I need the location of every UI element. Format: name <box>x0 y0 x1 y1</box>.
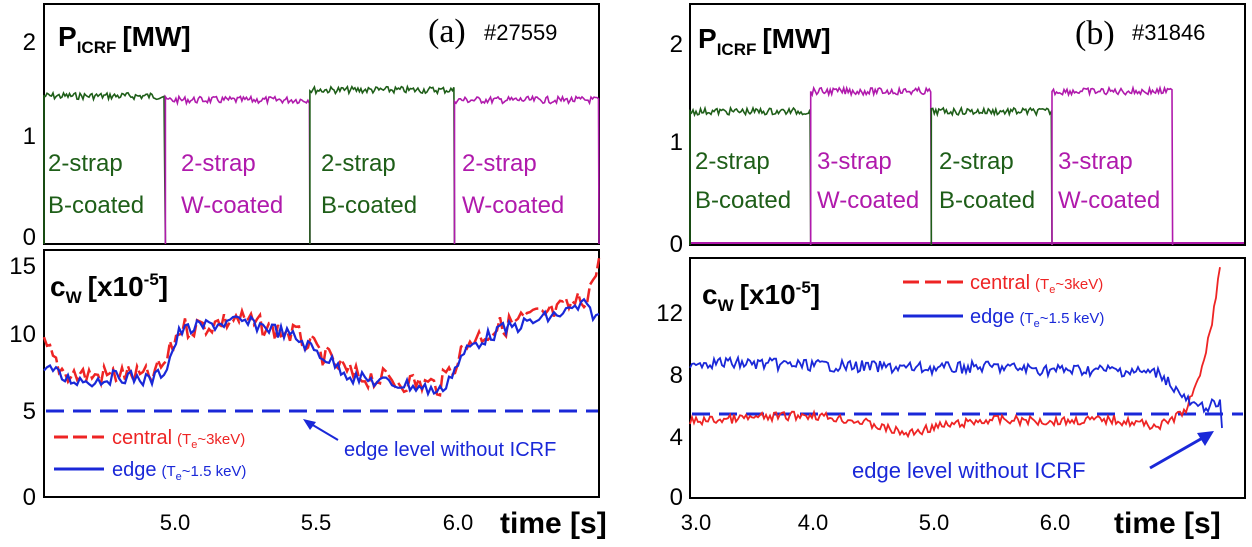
power-segment-4 <box>453 94 600 245</box>
panel-b-seg2-line2: W-coated <box>817 187 919 214</box>
power-segment-2 <box>809 85 933 246</box>
panel-b-power-ytick-0: 0 <box>670 231 683 258</box>
panel-a-seg3-line2: B-coated <box>321 192 417 219</box>
panel-a-cw-ytick-15: 15 <box>9 253 36 280</box>
panel-b-power-ytick-2: 2 <box>670 31 683 58</box>
power-segment-2 <box>164 94 311 245</box>
panel-b-cw-ytick-0: 0 <box>670 484 683 511</box>
panel-b-seg2-line1: 3-strap <box>817 148 892 175</box>
panel-b-seg4-line2: W-coated <box>1058 187 1160 214</box>
panel-a-power-title: PICRF [MW] <box>58 21 191 57</box>
panel-a-legend-central: central (Te~3keV) <box>112 427 245 451</box>
panel-a-xtick-3: 6.0 <box>443 510 474 535</box>
panel-b-legend-central: central (Te~3keV) <box>970 272 1103 296</box>
panel-a-power-ytick-1: 1 <box>23 123 36 150</box>
panel-b-xtick-2: 4.0 <box>798 510 829 535</box>
panel-b-xtick-4: 6.0 <box>1040 510 1071 535</box>
panel-a-seg2-line2: W-coated <box>181 192 283 219</box>
panel-b-seg1-line1: 2-strap <box>695 148 770 175</box>
panel-a-edge-trace <box>43 297 600 398</box>
panel-a-seg1-line2: B-coated <box>48 192 144 219</box>
panel-a-shot: #27559 <box>484 20 557 45</box>
panel-b-seg1-line2: B-coated <box>695 187 791 214</box>
panel-a-seg3-line1: 2-strap <box>321 150 396 177</box>
panel-b-xlabel: time [s] <box>1114 507 1221 540</box>
panel-b-edge-trace <box>689 354 1223 429</box>
power-segment-1 <box>689 105 812 246</box>
panel-b-seg4-line1: 3-strap <box>1058 148 1133 175</box>
panel-a-seg1-line1: 2-strap <box>48 150 123 177</box>
panel-b-cw-ytick-12: 12 <box>656 300 683 327</box>
panel-a-power-traces <box>43 84 600 245</box>
panel-b-legend-edge: edge (Te~1.5 keV) <box>970 306 1104 330</box>
panel-a-seg4-line2: W-coated <box>462 192 564 219</box>
panel-b-seg3-line1: 2-strap <box>939 148 1014 175</box>
panel-a-legend-edge: edge (Te~1.5 keV) <box>112 459 246 483</box>
panel-a: 0 1 2 PICRF [MW] (a) #27559 2-strap B-coa… <box>9 3 607 540</box>
panel-b-xtick-3: 5.0 <box>919 510 950 535</box>
power-segment-1 <box>43 90 167 245</box>
power-segment-3 <box>930 105 1053 246</box>
panel-a-xlabel: time [s] <box>500 507 607 540</box>
panel-a-xtick-2: 5.5 <box>301 510 332 535</box>
panel-b: 0 1 2 PICRF [MW] (b) #31846 2-strap B-coa… <box>656 3 1246 540</box>
panel-a-power-ytick-2: 2 <box>23 29 36 56</box>
panel-b-seg3-line2: B-coated <box>939 187 1035 214</box>
panel-b-annotation-arrowhead <box>1197 431 1214 446</box>
panel-b-central-trace <box>689 267 1221 439</box>
panel-b-shot: #31846 <box>1132 20 1205 45</box>
panel-a-seg2-line1: 2-strap <box>181 150 256 177</box>
power-segment-3 <box>309 84 456 245</box>
panel-b-power-title: PICRF [MW] <box>698 23 831 59</box>
panel-a-power-ytick-0: 0 <box>23 224 36 251</box>
power-segment-4 <box>1051 85 1174 246</box>
panel-b-cw-title: cW [x10-5] <box>702 278 820 315</box>
panel-a-cw-ytick-5: 5 <box>23 398 36 425</box>
panel-b-annotation-arrow <box>1149 434 1207 470</box>
panel-a-cw-title: cW [x10-5] <box>50 270 168 307</box>
panel-a-annotation-arrowhead <box>303 419 316 430</box>
panel-a-letter: (a) <box>428 13 466 50</box>
panel-b-cw-ytick-4: 4 <box>670 424 683 451</box>
panel-b-power-traces <box>689 85 1174 246</box>
panel-a-seg4-line1: 2-strap <box>462 150 537 177</box>
panel-b-cw-ytick-8: 8 <box>670 362 683 389</box>
panel-a-cw-ytick-0: 0 <box>23 484 36 511</box>
panel-a-cw-ytick-10: 10 <box>9 321 36 348</box>
panel-b-letter: (b) <box>1075 15 1115 52</box>
panel-a-xtick-1: 5.0 <box>160 510 191 535</box>
panel-b-cw-frame <box>689 257 1246 499</box>
panel-a-annotation: edge level without ICRF <box>344 439 556 461</box>
panel-b-power-ytick-1: 1 <box>670 129 683 156</box>
panel-b-xtick-1: 3.0 <box>681 510 712 535</box>
panel-a-cw-frame <box>43 249 600 498</box>
panel-b-annotation: edge level without ICRF <box>852 458 1086 483</box>
